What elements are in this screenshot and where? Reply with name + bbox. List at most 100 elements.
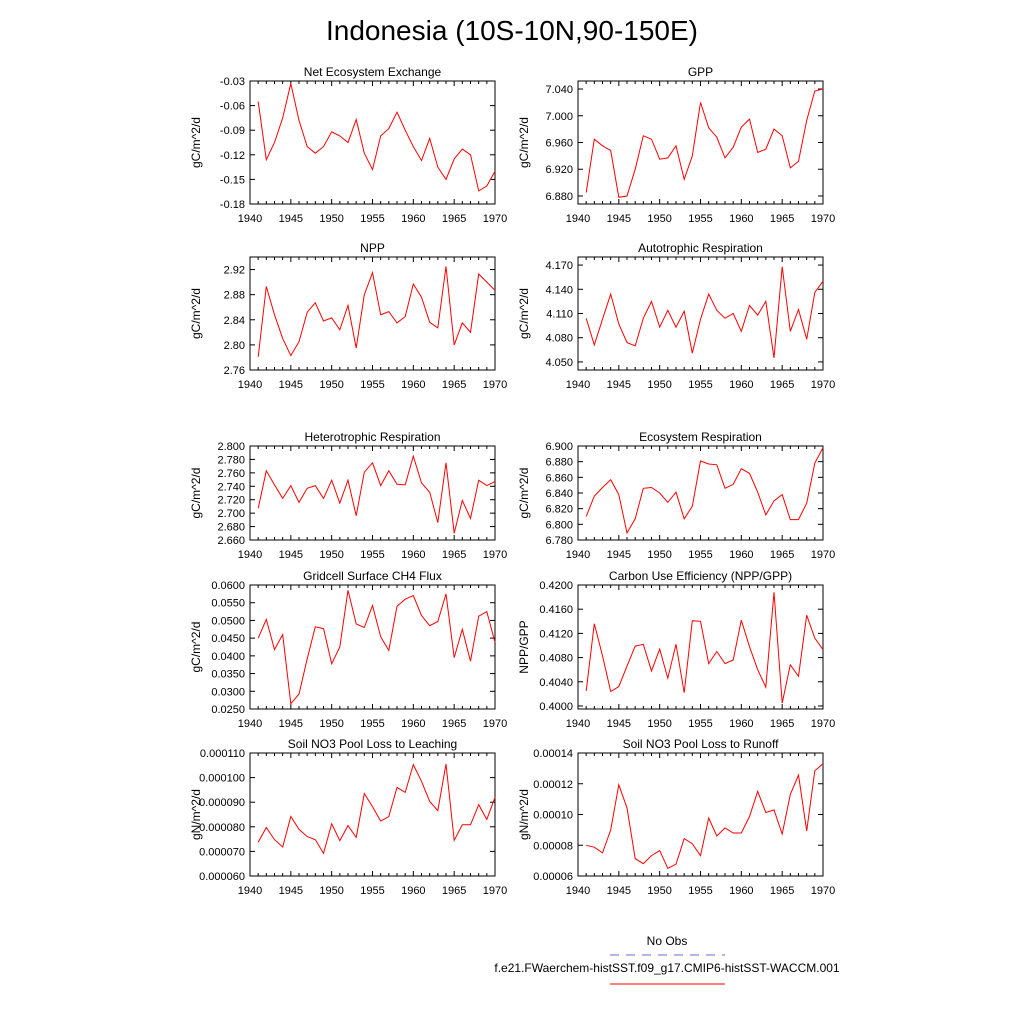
- y-tick-label: 0.0550: [211, 598, 245, 610]
- panel-title: NPP: [360, 241, 385, 255]
- model-series-line: [257, 266, 496, 357]
- x-tick-label: 1960: [401, 549, 425, 561]
- y-axis-label: gC/m^2/d: [189, 622, 203, 673]
- plot-frame: [249, 752, 496, 877]
- y-tick-label: 0.00014: [533, 748, 573, 760]
- y-tick-label: 0.4160: [539, 604, 573, 616]
- legend: No Obs f.e21.FWaerchem-histSST.f09_g17.C…: [494, 934, 840, 985]
- x-tick-label: 1940: [238, 379, 262, 391]
- y-axis-label: gN/m^2/d: [189, 789, 203, 840]
- x-tick-label: 1965: [442, 885, 466, 897]
- model-series-line: [257, 590, 496, 705]
- y-tick-label: 6.900: [545, 441, 573, 453]
- x-tick-label: 1960: [729, 213, 753, 225]
- y-axis-label: gC/m^2/d: [189, 117, 203, 168]
- x-tick-label: 1970: [811, 379, 835, 391]
- plot-frame: [249, 445, 496, 541]
- y-tick-label: 0.0400: [211, 651, 245, 663]
- x-tick-label: 1955: [360, 213, 384, 225]
- x-tick-label: 1945: [607, 885, 631, 897]
- y-tick-label: 2.660: [217, 535, 245, 547]
- y-tick-label: 0.4000: [539, 701, 573, 713]
- y-tick-label: 0.000100: [199, 773, 245, 785]
- x-tick-label: 1955: [688, 885, 712, 897]
- y-axis-label: NPP/GPP: [517, 620, 531, 673]
- panel-soil-no3-pool-loss-to-runoff: Soil NO3 Pool Loss to Runoff gN/m^2/d 1940…: [517, 737, 835, 897]
- panel-ecosystem-respiration: Ecosystem Respiration gC/m^2/d 1940 1945 195…: [517, 430, 835, 561]
- x-tick-label: 1955: [360, 885, 384, 897]
- panels-group: Net Ecosystem Exchange gC/m^2/d 1940 1945 19…: [189, 65, 835, 897]
- y-tick-label: 0.4120: [539, 628, 573, 640]
- panel-carbon-use-efficiency-npp-gpp: Carbon Use Efficiency (NPP/GPP) NPP/GPP 19…: [517, 569, 835, 730]
- y-tick-label: 6.960: [545, 138, 573, 150]
- x-tick-label: 1965: [442, 379, 466, 391]
- x-tick-label: 1945: [607, 213, 631, 225]
- plot-frame: [249, 584, 496, 710]
- x-tick-label: 1955: [688, 549, 712, 561]
- y-tick-label: 0.0450: [211, 633, 245, 645]
- x-tick-label: 1955: [360, 379, 384, 391]
- y-tick-label: 6.780: [545, 535, 573, 547]
- x-tick-label: 1945: [279, 885, 303, 897]
- y-tick-label: 6.820: [545, 504, 573, 516]
- legend-obs-label: No Obs: [647, 934, 688, 948]
- y-tick-label: 2.800: [217, 441, 245, 453]
- y-tick-label: -0.18: [220, 199, 245, 211]
- x-tick-label: 1960: [729, 718, 753, 730]
- x-tick-label: 1960: [401, 885, 425, 897]
- x-tick-label: 1960: [401, 718, 425, 730]
- x-tick-label: 1950: [319, 885, 343, 897]
- y-tick-label: 2.680: [217, 522, 245, 534]
- y-axis-label: gC/m^2/d: [517, 468, 531, 519]
- x-tick-label: 1955: [360, 549, 384, 561]
- x-tick-label: 1940: [238, 213, 262, 225]
- y-tick-label: 6.880: [545, 457, 573, 469]
- panel-title: Soil NO3 Pool Loss to Leaching: [288, 737, 457, 751]
- y-tick-label: -0.15: [220, 174, 245, 186]
- x-tick-label: 1965: [770, 718, 794, 730]
- y-tick-label: -0.09: [220, 125, 245, 137]
- x-tick-label: 1950: [319, 718, 343, 730]
- panel-title: Autotrophic Respiration: [638, 241, 763, 255]
- x-tick-label: 1970: [811, 213, 835, 225]
- y-tick-label: -0.12: [220, 150, 245, 162]
- panel-title: Ecosystem Respiration: [639, 430, 762, 444]
- y-axis-label: gC/m^2/d: [189, 288, 203, 339]
- y-axis-label: gC/m^2/d: [189, 468, 203, 519]
- panel-net-ecosystem-exchange: Net Ecosystem Exchange gC/m^2/d 1940 1945 19…: [189, 65, 507, 225]
- model-series-line: [585, 592, 824, 704]
- x-tick-label: 1950: [647, 213, 671, 225]
- x-tick-label: 1965: [770, 885, 794, 897]
- y-tick-label: 4.080: [545, 333, 573, 345]
- y-tick-label: 6.860: [545, 472, 573, 484]
- y-tick-label: 0.000080: [199, 822, 245, 834]
- x-tick-label: 1950: [319, 213, 343, 225]
- panel-title: Gridcell Surface CH4 Flux: [303, 569, 442, 583]
- y-axis-label: gC/m^2/d: [517, 288, 531, 339]
- panel-autotrophic-respiration: Autotrophic Respiration gC/m^2/d 1940 1945 1…: [517, 241, 835, 391]
- model-series-line: [257, 454, 496, 534]
- x-tick-label: 1950: [319, 549, 343, 561]
- x-tick-label: 1940: [566, 213, 590, 225]
- y-tick-label: 0.0600: [211, 580, 245, 592]
- model-series-line: [586, 763, 824, 869]
- y-tick-label: 0.0250: [211, 704, 245, 716]
- y-tick-label: 4.050: [545, 357, 573, 369]
- x-tick-label: 1950: [647, 718, 671, 730]
- panel-soil-no3-pool-loss-to-leaching: Soil NO3 Pool Loss to Leaching gN/m^2/d 19…: [189, 737, 507, 897]
- y-tick-label: 2.80: [224, 340, 245, 352]
- panel-title: Heterotrophic Respiration: [304, 430, 440, 444]
- panel-gridcell-surface-ch4-flux: Gridcell Surface CH4 Flux gC/m^2/d 1940 194…: [189, 569, 507, 730]
- y-tick-label: -0.03: [220, 76, 245, 88]
- plot-frame: [577, 445, 824, 541]
- y-tick-label: 0.0300: [211, 686, 245, 698]
- y-tick-label: 0.000060: [199, 871, 245, 883]
- x-tick-label: 1960: [729, 379, 753, 391]
- x-tick-label: 1960: [401, 379, 425, 391]
- x-tick-label: 1950: [647, 379, 671, 391]
- x-tick-label: 1945: [279, 213, 303, 225]
- x-tick-label: 1945: [607, 549, 631, 561]
- y-tick-label: 7.040: [545, 84, 573, 96]
- y-tick-label: 2.740: [217, 481, 245, 493]
- y-tick-label: 0.000070: [199, 846, 245, 858]
